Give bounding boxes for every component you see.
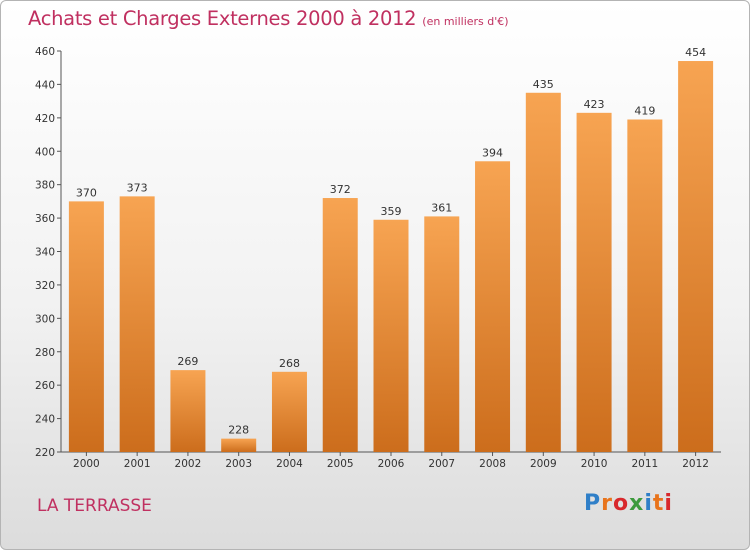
logo-letter: r xyxy=(601,491,613,516)
data-label: 454 xyxy=(685,46,706,59)
proxiti-logo: Proxiti xyxy=(584,491,673,516)
y-tick-label: 420 xyxy=(35,113,55,125)
y-tick-label: 220 xyxy=(35,447,55,459)
x-tick-label: 2001 xyxy=(124,458,151,470)
data-label: 359 xyxy=(381,205,402,218)
x-tick-label: 2010 xyxy=(581,458,608,470)
bar xyxy=(322,198,358,452)
bar xyxy=(678,61,714,453)
bar xyxy=(475,161,511,452)
bar xyxy=(576,112,612,452)
logo-letter: i xyxy=(644,491,653,516)
data-label: 419 xyxy=(634,105,655,118)
data-label: 361 xyxy=(431,201,452,214)
y-tick-label: 240 xyxy=(35,414,55,426)
y-tick-label: 400 xyxy=(35,146,55,158)
bar xyxy=(68,201,104,452)
x-tick-label: 2007 xyxy=(428,458,455,470)
bar xyxy=(221,438,257,452)
x-tick-label: 2009 xyxy=(530,458,557,470)
x-tick-label: 2000 xyxy=(73,458,100,470)
logo-letter: x xyxy=(629,491,645,516)
chart-title: Achats et Charges Externes 2000 à 2012 (e… xyxy=(28,7,509,30)
bar xyxy=(627,119,663,453)
logo-letter: t xyxy=(652,491,665,516)
x-tick-label: 2011 xyxy=(631,458,658,470)
data-label: 394 xyxy=(482,146,503,159)
y-tick-label: 260 xyxy=(35,380,55,392)
bar xyxy=(271,371,307,452)
y-tick-label: 340 xyxy=(35,247,55,259)
bar xyxy=(119,196,155,452)
x-tick-label: 2008 xyxy=(479,458,506,470)
y-tick-label: 460 xyxy=(35,46,55,58)
title-text: Achats et Charges Externes 2000 à 2012 xyxy=(28,7,417,30)
logo-letter: o xyxy=(612,491,630,516)
x-tick-label: 2006 xyxy=(378,458,405,470)
data-label: 370 xyxy=(76,186,97,199)
data-label: 373 xyxy=(127,181,148,194)
x-tick-label: 2012 xyxy=(682,458,709,470)
bar xyxy=(170,370,206,452)
data-label: 269 xyxy=(177,355,198,368)
x-tick-label: 2002 xyxy=(175,458,202,470)
bar xyxy=(373,219,409,452)
y-tick-label: 440 xyxy=(35,79,55,91)
bar xyxy=(525,92,561,452)
y-tick-label: 320 xyxy=(35,280,55,292)
logo-letter: i xyxy=(664,491,673,516)
data-label: 372 xyxy=(330,183,351,196)
x-tick-label: 2004 xyxy=(276,458,303,470)
place-name: LA TERRASSE xyxy=(37,496,152,516)
data-label: 435 xyxy=(533,78,554,91)
y-tick-label: 280 xyxy=(35,347,55,359)
y-tick-label: 360 xyxy=(35,213,55,225)
bar xyxy=(424,216,460,452)
data-label: 268 xyxy=(279,357,300,370)
y-tick-label: 380 xyxy=(35,180,55,192)
x-tick-label: 2005 xyxy=(327,458,354,470)
unit-label: (en milliers d'€) xyxy=(422,15,509,28)
data-label: 423 xyxy=(584,98,605,111)
logo-letter: P xyxy=(584,491,602,516)
y-tick-label: 300 xyxy=(35,313,55,325)
data-label: 228 xyxy=(228,424,249,437)
x-tick-label: 2003 xyxy=(225,458,252,470)
